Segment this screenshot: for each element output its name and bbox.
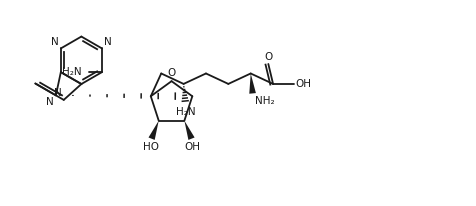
Text: N: N — [46, 97, 54, 107]
Text: N: N — [104, 36, 112, 47]
Text: OH: OH — [296, 79, 311, 89]
Text: NH₂: NH₂ — [256, 96, 275, 106]
Polygon shape — [149, 121, 159, 140]
Polygon shape — [184, 121, 195, 140]
Text: O: O — [168, 68, 176, 78]
Polygon shape — [249, 74, 256, 94]
Text: HO: HO — [143, 142, 159, 152]
Text: H₂N: H₂N — [176, 107, 195, 117]
Text: H₂N: H₂N — [62, 67, 82, 77]
Text: O: O — [264, 52, 272, 62]
Text: OH: OH — [185, 142, 200, 152]
Text: N: N — [54, 88, 61, 98]
Text: N: N — [51, 36, 59, 47]
